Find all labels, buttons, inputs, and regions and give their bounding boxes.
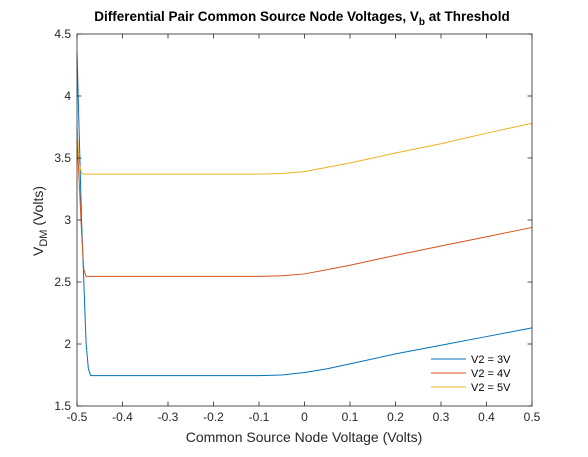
chart-title-main: Differential Pair Common Source Node Vol…	[94, 9, 419, 24]
legend-entry: V2 = 4V	[431, 368, 511, 380]
x-tick-label: -0.3	[158, 410, 179, 424]
series-line-2	[76, 139, 533, 277]
legend: V2 = 3V V2 = 4V V2 = 5V	[424, 350, 530, 395]
legend-label: V2 = 4V	[471, 368, 511, 380]
plot-area	[77, 34, 532, 406]
plot-background	[77, 34, 532, 406]
x-tick-label: 0.3	[433, 410, 450, 424]
series-line-1	[76, 52, 533, 377]
y-tick-label: 4	[64, 89, 71, 103]
x-tick-label: 0.5	[524, 410, 541, 424]
x-tick-label: 0.2	[387, 410, 404, 424]
x-tick-label: 0	[301, 410, 308, 424]
x-tick-label: 0.1	[342, 410, 359, 424]
chart-title-subscript: b	[419, 17, 425, 28]
x-tick-label: -0.2	[203, 410, 224, 424]
legend-label: V2 = 5V	[471, 382, 511, 394]
legend-entry: V2 = 3V	[431, 354, 511, 366]
y-tick-label: 2	[64, 337, 71, 351]
series-lines	[76, 52, 533, 377]
y-axis-label: VDM (Volts)	[30, 186, 50, 256]
y-axis-label-subscript: DM	[38, 230, 50, 247]
y-axis-label-main: V	[30, 246, 46, 256]
y-tick-label: 3	[64, 213, 71, 227]
legend-entry: V2 = 5V	[431, 382, 511, 394]
y-tick-label: 1.5	[54, 399, 71, 413]
x-axis-ticks: -0.5 -0.4 -0.3 -0.2 -0.1 0 0.1 0.2 0.3 0.4 0.5	[67, 34, 541, 424]
x-tick-label: 0.4	[478, 410, 495, 424]
legend-label: V2 = 3V	[471, 354, 511, 366]
y-axis-ticks: 1.5 2 2.5 3 3.5 4 4.5	[54, 27, 532, 413]
x-axis-label: Common Source Node Voltage (Volts)	[186, 429, 423, 445]
y-axis-label-suffix: (Volts)	[30, 186, 46, 230]
x-tick-label: -0.4	[112, 410, 133, 424]
chart-title-suffix: at Threshold	[425, 9, 510, 24]
x-tick-label: -0.5	[67, 410, 88, 424]
y-tick-label: 3.5	[54, 151, 71, 165]
y-tick-label: 2.5	[54, 275, 71, 289]
y-tick-label: 4.5	[54, 27, 71, 41]
x-tick-label: -0.1	[249, 410, 270, 424]
series-line-3	[76, 122, 533, 175]
chart-title: Differential Pair Common Source Node Vol…	[94, 9, 509, 28]
